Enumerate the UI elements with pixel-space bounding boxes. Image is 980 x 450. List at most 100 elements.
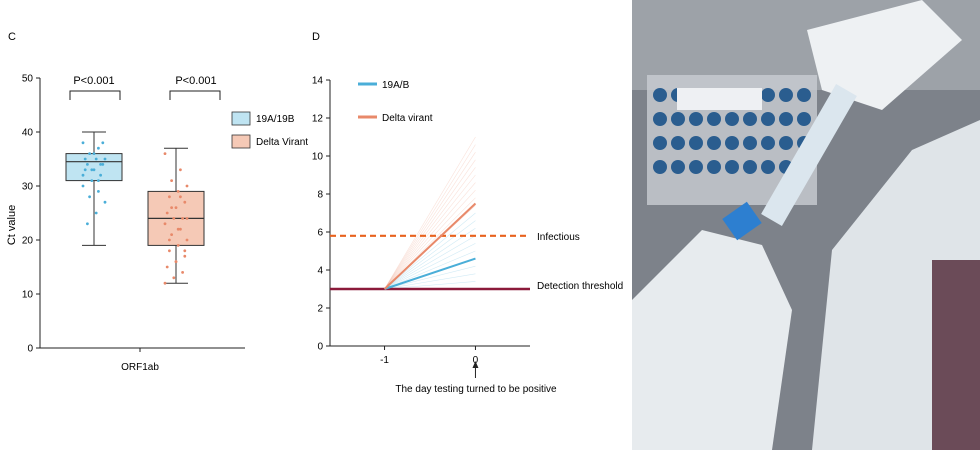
sample-tube-cap: [725, 160, 739, 174]
sample-tube-cap: [779, 88, 793, 102]
faint-line: [384, 144, 476, 290]
box-delta-point: [170, 179, 174, 183]
box-delta-point: [181, 271, 185, 274]
box-19a19b-point: [92, 152, 96, 156]
sample-tube-cap: [671, 112, 685, 126]
box-delta-point: [183, 249, 187, 253]
arrow-head: [472, 361, 479, 368]
y-tick-label: 10: [312, 152, 324, 163]
box-delta-point: [185, 238, 189, 242]
p-value-label-1: P<0.001: [73, 75, 114, 87]
box-delta-point: [179, 168, 182, 172]
y-tick-label: 50: [22, 74, 34, 85]
box-delta-point: [165, 265, 169, 269]
sample-tube-cap: [761, 88, 775, 102]
sample-tube-cap: [761, 112, 775, 126]
sample-tube-cap: [689, 136, 703, 150]
panel-d-line-plot: D 19A/B Delta virant Infectious Detectio…: [312, 31, 623, 395]
sample-tube-cap: [743, 160, 757, 174]
sample-tube-cap: [761, 160, 775, 174]
box-delta-point: [168, 249, 171, 253]
x-tick-label: 0: [473, 355, 479, 366]
legend-label-19ab: 19A/B: [382, 80, 410, 91]
box-19a19b-point: [94, 157, 98, 161]
box-19a19b-point: [99, 173, 102, 177]
box-19a19b-point: [103, 157, 107, 161]
sample-tube-cap: [707, 136, 721, 150]
legend-swatch-19a19b: [231, 111, 251, 126]
box-delta-point: [176, 190, 180, 193]
box-delta-point: [185, 217, 189, 220]
box-19a19b-point: [92, 168, 96, 172]
box-19a19b-point: [86, 163, 89, 166]
box-delta-point: [185, 184, 189, 188]
box-delta-point: [163, 281, 167, 285]
box-19a19b-point: [88, 195, 91, 199]
faint-line: [384, 212, 476, 290]
rack-label: [677, 88, 762, 110]
box-delta-point: [168, 238, 171, 242]
sample-tube-cap: [779, 136, 793, 150]
legend-label-19a19b: 19A/19B: [256, 114, 295, 125]
y-tick-label: 14: [312, 76, 324, 87]
faint-line: [384, 174, 476, 290]
box-delta-point: [163, 152, 167, 156]
infectious-label: Infectious: [537, 232, 580, 243]
pipette: [761, 84, 857, 226]
y-tick-label: 40: [22, 128, 34, 139]
box-delta-point: [170, 233, 174, 237]
blue-sample-tube: [722, 201, 762, 241]
box-19a19b-point: [81, 141, 85, 145]
y-tick-label: 0: [317, 342, 323, 353]
box-delta-point: [174, 206, 178, 210]
faint-line: [384, 273, 476, 290]
faint-line: [384, 220, 476, 290]
y-tick-label: 2: [317, 304, 323, 315]
box-19a19b-point: [81, 173, 85, 177]
box-19a19b-point: [94, 211, 98, 215]
faint-line: [384, 136, 476, 290]
sample-tube-cap: [689, 112, 703, 126]
sample-tube-cap: [797, 88, 811, 102]
series-line-delta: [383, 202, 477, 290]
gloved-hand-right: [807, 0, 962, 110]
box-delta-point: [179, 227, 182, 231]
y-tick-label: 4: [317, 266, 323, 277]
panel-d-label: D: [312, 31, 320, 43]
box-delta-point: [163, 222, 167, 226]
threshold-label: Detection threshold: [537, 281, 623, 292]
panel-c-label: C: [8, 31, 16, 43]
sample-tube-cap: [779, 112, 793, 126]
y-axis-label: Ct value: [6, 205, 18, 245]
y-tick-label: 10: [22, 290, 34, 301]
faint-line: [384, 243, 476, 290]
box-delta-point: [183, 200, 187, 204]
faint-line: [384, 227, 476, 290]
box-19a19b-point: [86, 222, 89, 226]
x-tick-label: -1: [380, 355, 389, 366]
faint-line: [384, 159, 476, 290]
box-delta-point: [176, 244, 180, 247]
box-19a19b-point: [81, 184, 85, 188]
sample-tube-cap: [743, 136, 757, 150]
faint-line: [384, 167, 476, 290]
faint-line: [384, 265, 476, 290]
significance-bracket-1: [69, 90, 121, 100]
sample-tube-cap: [689, 160, 703, 174]
box-19a19b: [65, 153, 123, 182]
box-delta-point: [176, 227, 180, 231]
sample-tube-cap: [707, 112, 721, 126]
box-19a19b-point: [88, 152, 91, 156]
faint-line: [384, 250, 476, 290]
box-delta-point: [174, 260, 178, 263]
sample-tube-cap: [743, 112, 757, 126]
sample-tube-cap: [653, 160, 667, 174]
sample-tube-cap: [761, 136, 775, 150]
box-delta-point: [172, 276, 176, 280]
box-19a19b-point: [97, 179, 100, 183]
positive-day-annotation: The day testing turned to be positive: [395, 384, 557, 395]
sample-tube-cap: [707, 160, 721, 174]
box-19a19b-point: [101, 163, 105, 166]
faint-line: [384, 152, 476, 290]
